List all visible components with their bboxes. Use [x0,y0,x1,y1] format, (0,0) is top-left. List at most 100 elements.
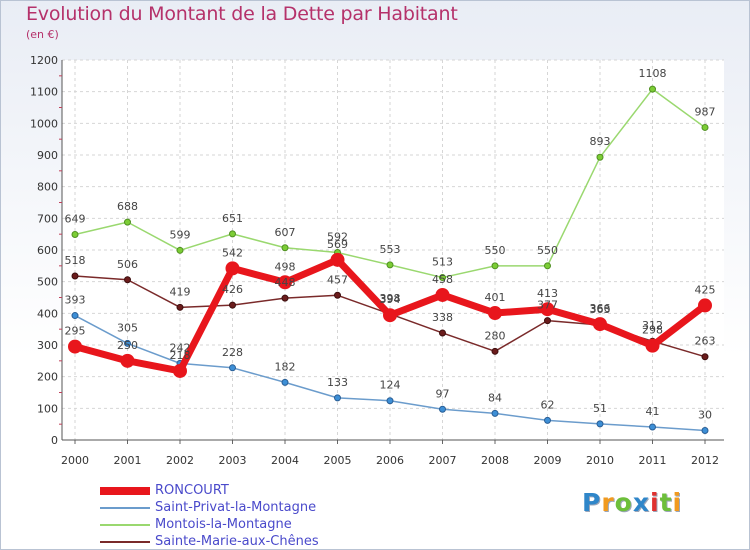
x-tick-label: 2004 [271,454,299,467]
data-label-sainte-marie-aux-chenes: 426 [222,283,243,296]
data-label-montois-la-montagne: 607 [275,226,296,239]
x-tick-label: 2009 [534,454,562,467]
data-label-sainte-marie-aux-chenes: 457 [327,273,348,286]
data-label-roncourt: 295 [65,325,86,338]
data-label-saint-privat-la-montagne: 305 [117,321,138,334]
data-label-sainte-marie-aux-chenes: 280 [485,329,506,342]
data-label-montois-la-montagne: 599 [170,228,191,241]
data-label-montois-la-montagne: 550 [537,244,558,257]
data-label-roncourt: 250 [117,339,138,352]
legend-swatch-sainte-marie [100,541,150,543]
data-point-sainte-marie-aux-chenes [176,303,184,311]
data-label-roncourt: 458 [432,273,453,286]
data-label-saint-privat-la-montagne: 62 [541,398,555,411]
data-label-sainte-marie-aux-chenes: 518 [65,254,86,267]
data-point-roncourt [645,338,660,353]
x-tick-label: 2000 [61,454,89,467]
x-tick-label: 2005 [324,454,352,467]
data-label-saint-privat-la-montagne: 228 [222,346,243,359]
data-label-montois-la-montagne: 1108 [639,67,667,80]
legend-swatch-saint-privat [100,507,150,509]
data-point-saint-privat-la-montagne [334,394,341,402]
data-point-sainte-marie-aux-chenes [71,272,79,280]
data-label-montois-la-montagne: 513 [432,256,453,269]
data-label-sainte-marie-aux-chenes: 377 [537,299,558,312]
logo-letter: t [659,488,673,517]
data-point-montois-la-montagne [649,85,656,93]
data-label-saint-privat-la-montagne: 51 [593,402,607,415]
x-tick-label: 2010 [586,454,614,467]
data-label-saint-privat-la-montagne: 242 [170,341,191,354]
y-tick-label: 1200 [30,54,58,67]
y-tick-label: 100 [37,402,58,415]
data-label-saint-privat-la-montagne: 84 [488,391,502,404]
data-point-montois-la-montagne [386,261,394,269]
y-tick-label: 500 [37,276,58,289]
y-tick-label: 300 [37,339,58,352]
y-tick-label: 900 [37,149,58,162]
y-tick-label: 400 [37,307,58,320]
data-point-sainte-marie-aux-chenes [439,329,446,337]
x-tick-label: 2003 [219,454,247,467]
legend-label-roncourt: RONCOURT [155,483,229,498]
logo-letter: x [632,488,650,517]
x-tick-label: 2002 [166,454,194,467]
data-label-saint-privat-la-montagne: 393 [65,294,86,307]
data-label-saint-privat-la-montagne: 124 [380,379,401,392]
x-tick-label: 2011 [639,454,667,467]
logo-letter: P [582,488,602,517]
x-tick-label: 2007 [429,454,457,467]
data-point-montois-la-montagne [71,230,79,238]
chart-title: Evolution du Montant de la Dette par Hab… [26,3,458,25]
data-point-montois-la-montagne [439,274,446,282]
logo-letter: i [650,488,660,517]
legend-label-montois: Montois-la-Montagne [155,517,292,532]
data-point-roncourt [540,302,555,317]
data-point-montois-la-montagne [596,153,604,161]
data-label-sainte-marie-aux-chenes: 363 [590,303,611,316]
data-point-saint-privat-la-montagne [386,397,394,405]
data-point-sainte-marie-aux-chenes [281,294,289,302]
legend-swatch-montois [100,524,150,526]
data-label-saint-privat-la-montagne: 182 [275,360,296,373]
data-point-sainte-marie-aux-chenes [701,353,709,361]
data-label-montois-la-montagne: 649 [65,212,86,225]
data-point-sainte-marie-aux-chenes [334,291,341,299]
data-point-sainte-marie-aux-chenes [229,301,236,309]
data-label-sainte-marie-aux-chenes: 419 [170,285,191,298]
data-point-saint-privat-la-montagne [439,405,446,413]
data-point-montois-la-montagne [491,262,499,270]
data-point-montois-la-montagne [544,262,551,270]
logo-letter: i [672,488,683,517]
x-tick-label: 2008 [481,454,509,467]
x-tick-label: 2012 [691,454,719,467]
data-label-roncourt: 413 [537,287,558,300]
data-point-montois-la-montagne [176,246,184,254]
y-tick-label: 800 [37,181,58,194]
data-label-montois-la-montagne: 651 [222,212,243,225]
data-label-montois-la-montagne: 592 [327,231,348,244]
data-point-saint-privat-la-montagne [544,416,551,424]
y-tick-label: 600 [37,244,58,257]
data-point-roncourt [383,308,397,323]
chart-subtitle: (en €) [26,28,59,41]
data-label-montois-la-montagne: 688 [117,200,138,213]
y-tick-label: 1100 [30,86,58,99]
data-label-roncourt: 298 [642,324,663,337]
x-tick-label: 2001 [114,454,142,467]
data-point-roncourt [593,317,607,332]
data-label-roncourt: 569 [327,238,348,251]
data-label-montois-la-montagne: 550 [485,244,506,257]
data-point-saint-privat-la-montagne [281,378,289,386]
data-point-saint-privat-la-montagne [491,409,499,417]
legend-label-saint-privat: Saint-Privat-la-Montagne [155,500,317,515]
data-point-montois-la-montagne [229,230,236,238]
data-label-montois-la-montagne: 987 [695,105,716,118]
y-tick-label: 700 [37,212,58,225]
data-label-sainte-marie-aux-chenes: 448 [275,276,296,289]
data-label-roncourt: 425 [695,283,716,296]
data-point-roncourt [330,252,345,267]
data-label-sainte-marie-aux-chenes: 338 [432,311,453,324]
data-point-sainte-marie-aux-chenes [124,276,131,284]
data-label-sainte-marie-aux-chenes: 312 [642,319,663,332]
